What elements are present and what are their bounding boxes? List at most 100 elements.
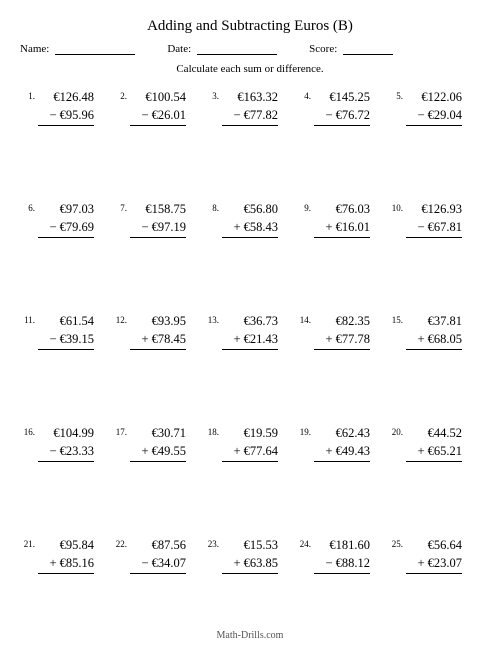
problem-grid: 1.€126.48− €95.962.€100.54− €26.013.€163… <box>20 85 480 645</box>
operand-bottom: + €78.45 <box>130 331 186 351</box>
operand-bottom: + €21.43 <box>222 331 278 351</box>
score-label: Score: <box>309 43 337 55</box>
problem-number: 18. <box>204 425 222 437</box>
operand-top: €163.32 <box>222 89 278 107</box>
problem-number: 21. <box>20 537 38 549</box>
operand-bottom: + €65.21 <box>406 443 462 463</box>
operand-top: €181.60 <box>314 537 370 555</box>
operand-top: €126.93 <box>406 201 462 219</box>
header-row: Name: Date: Score: <box>20 43 480 55</box>
problem-number: 7. <box>112 201 130 213</box>
problem-math: €56.80+ €58.43 <box>222 201 278 238</box>
operand-top: €95.84 <box>38 537 94 555</box>
operand-bottom: − €79.69 <box>38 219 94 239</box>
problem-math: €61.54− €39.15 <box>38 313 94 350</box>
problem-number: 14. <box>296 313 314 325</box>
operand-bottom: − €39.15 <box>38 331 94 351</box>
problem-number: 20. <box>388 425 406 437</box>
operand-bottom: − €23.33 <box>38 443 94 463</box>
operand-top: €37.81 <box>406 313 462 331</box>
operand-top: €93.95 <box>130 313 186 331</box>
problem-number: 1. <box>20 89 38 101</box>
problem-cell: 7.€158.75− €97.19 <box>112 197 204 309</box>
operand-bottom: − €29.04 <box>406 107 462 127</box>
problem-cell: 5.€122.06− €29.04 <box>388 85 480 197</box>
problem-math: €76.03+ €16.01 <box>314 201 370 238</box>
problem-math: €126.48− €95.96 <box>38 89 94 126</box>
operand-top: €62.43 <box>314 425 370 443</box>
operand-top: €76.03 <box>314 201 370 219</box>
operand-bottom: − €97.19 <box>130 219 186 239</box>
problem-math: €158.75− €97.19 <box>130 201 186 238</box>
problem-number: 5. <box>388 89 406 101</box>
name-label: Name: <box>20 43 49 55</box>
operand-bottom: + €58.43 <box>222 219 278 239</box>
problem-number: 23. <box>204 537 222 549</box>
problem-number: 19. <box>296 425 314 437</box>
problem-number: 16. <box>20 425 38 437</box>
worksheet-page: Adding and Subtracting Euros (B) Name: D… <box>0 0 500 655</box>
problem-math: €93.95+ €78.45 <box>130 313 186 350</box>
problem-cell: 13.€36.73+ €21.43 <box>204 309 296 421</box>
problem-cell: 9.€76.03+ €16.01 <box>296 197 388 309</box>
operand-top: €87.56 <box>130 537 186 555</box>
problem-cell: 10.€126.93− €67.81 <box>388 197 480 309</box>
problem-cell: 19.€62.43+ €49.43 <box>296 421 388 533</box>
problem-cell: 6.€97.03− €79.69 <box>20 197 112 309</box>
problem-math: €37.81+ €68.05 <box>406 313 462 350</box>
instruction-text: Calculate each sum or difference. <box>20 63 480 75</box>
problem-number: 25. <box>388 537 406 549</box>
operand-top: €36.73 <box>222 313 278 331</box>
problem-number: 6. <box>20 201 38 213</box>
operand-top: €100.54 <box>130 89 186 107</box>
problem-cell: 1.€126.48− €95.96 <box>20 85 112 197</box>
problem-math: €82.35+ €77.78 <box>314 313 370 350</box>
problem-cell: 2.€100.54− €26.01 <box>112 85 204 197</box>
problem-math: €95.84+ €85.16 <box>38 537 94 574</box>
operand-top: €158.75 <box>130 201 186 219</box>
problem-number: 24. <box>296 537 314 549</box>
problem-number: 17. <box>112 425 130 437</box>
operand-bottom: + €16.01 <box>314 219 370 239</box>
problem-cell: 17.€30.71+ €49.55 <box>112 421 204 533</box>
operand-bottom: + €68.05 <box>406 331 462 351</box>
operand-bottom: + €23.07 <box>406 555 462 575</box>
problem-math: €62.43+ €49.43 <box>314 425 370 462</box>
problem-math: €181.60− €88.12 <box>314 537 370 574</box>
operand-top: €126.48 <box>38 89 94 107</box>
problem-number: 22. <box>112 537 130 549</box>
operand-top: €82.35 <box>314 313 370 331</box>
problem-math: €56.64+ €23.07 <box>406 537 462 574</box>
problem-cell: 21.€95.84+ €85.16 <box>20 533 112 645</box>
operand-top: €56.80 <box>222 201 278 219</box>
operand-bottom: − €76.72 <box>314 107 370 127</box>
operand-top: €145.25 <box>314 89 370 107</box>
problem-math: €163.32− €77.82 <box>222 89 278 126</box>
page-title: Adding and Subtracting Euros (B) <box>20 18 480 35</box>
problem-cell: 25.€56.64+ €23.07 <box>388 533 480 645</box>
problem-cell: 24.€181.60− €88.12 <box>296 533 388 645</box>
problem-math: €104.99− €23.33 <box>38 425 94 462</box>
problem-math: €122.06− €29.04 <box>406 89 462 126</box>
problem-cell: 12.€93.95+ €78.45 <box>112 309 204 421</box>
operand-top: €97.03 <box>38 201 94 219</box>
date-blank[interactable] <box>197 43 277 55</box>
problem-math: €19.59+ €77.64 <box>222 425 278 462</box>
operand-bottom: − €88.12 <box>314 555 370 575</box>
operand-bottom: − €26.01 <box>130 107 186 127</box>
problem-math: €145.25− €76.72 <box>314 89 370 126</box>
problem-math: €36.73+ €21.43 <box>222 313 278 350</box>
problem-cell: 14.€82.35+ €77.78 <box>296 309 388 421</box>
operand-bottom: + €49.55 <box>130 443 186 463</box>
problem-number: 11. <box>20 313 38 325</box>
problem-number: 9. <box>296 201 314 213</box>
operand-bottom: − €34.07 <box>130 555 186 575</box>
problem-cell: 20.€44.52+ €65.21 <box>388 421 480 533</box>
name-blank[interactable] <box>55 43 135 55</box>
problem-math: €100.54− €26.01 <box>130 89 186 126</box>
operand-top: €19.59 <box>222 425 278 443</box>
operand-bottom: − €67.81 <box>406 219 462 239</box>
score-blank[interactable] <box>343 43 393 55</box>
problem-math: €97.03− €79.69 <box>38 201 94 238</box>
operand-top: €15.53 <box>222 537 278 555</box>
